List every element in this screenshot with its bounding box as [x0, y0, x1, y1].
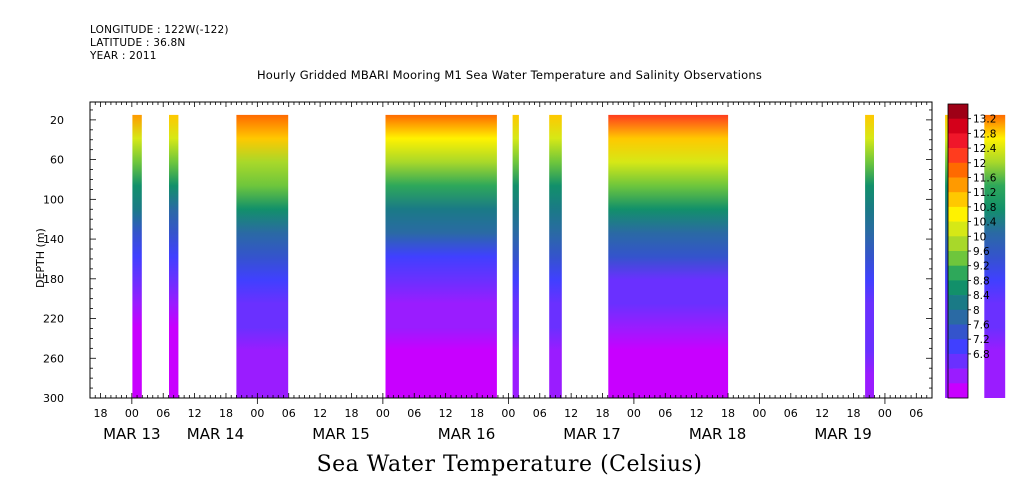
x-tick-label: 12 [564, 407, 578, 420]
colorbar-label: 12.8 [973, 128, 996, 140]
x-tick-label: 06 [784, 407, 798, 420]
colorbar-swatch [948, 148, 968, 164]
colorbar-label: 11.2 [973, 187, 996, 199]
x-day-label: MAR 18 [689, 425, 746, 443]
colorbar: 13.2 12.8 12.4 12 11.6 11.2 10.8 10.4 10 9.6 9.2 8.… [947, 103, 997, 399]
x-day-label: MAR 15 [312, 425, 369, 443]
colorbar-swatch [948, 280, 968, 296]
colorbar-swatch [948, 324, 968, 340]
x-tick-label: 12 [815, 407, 829, 420]
colorbar-label: 11.6 [973, 173, 997, 185]
colorbar-label: 7.2 [973, 334, 990, 346]
colorbar-swatch [948, 295, 968, 311]
x-tick-label: 00 [627, 407, 641, 420]
y-tick-label: 300 [43, 392, 64, 405]
y-tick-label: 60 [50, 154, 64, 167]
data-segment [608, 114, 729, 399]
y-tick-label: 180 [43, 273, 64, 286]
data-segment [132, 114, 142, 399]
x-tick-label: 06 [658, 407, 672, 420]
colorbar-swatch [948, 177, 968, 193]
data-segment [865, 114, 874, 399]
x-day-label: MAR 16 [438, 425, 495, 443]
x-day-label: MAR 17 [563, 425, 620, 443]
x-tick-label: 18 [344, 407, 358, 420]
year-label: YEAR : 2011 [90, 50, 157, 62]
colorbar-label: 9.2 [973, 261, 990, 273]
chart-title: Hourly Gridded MBARI Mooring M1 Sea Wate… [256, 68, 763, 82]
x-day-label: MAR 13 [103, 425, 160, 443]
colorbar-swatch [948, 236, 968, 252]
colorbar-label: 12 [973, 158, 986, 170]
x-tick-label: 00 [501, 407, 515, 420]
x-tick-label: 18 [93, 407, 107, 420]
colorbar-swatch [948, 221, 968, 237]
data-segment [169, 114, 179, 399]
x-tick-label: 12 [188, 407, 202, 420]
y-tick-label: 220 [43, 313, 64, 326]
colorbar-label: 12.4 [973, 143, 997, 155]
data-layer [132, 114, 1006, 399]
colorbar-label: 7.6 [973, 320, 990, 332]
colorbar-swatch [948, 309, 968, 325]
x-day-label: MAR 19 [814, 425, 871, 443]
latitude-label: LATITUDE : 36.8N [90, 37, 186, 49]
x-tick-label: 00 [250, 407, 264, 420]
y-tick-label: 260 [43, 352, 64, 365]
x-tick-label: 06 [282, 407, 296, 420]
x-tick-label: 18 [596, 407, 610, 420]
x-tick-label: 06 [156, 407, 170, 420]
colorbar-swatch [948, 206, 968, 222]
colorbar-label: 6.8 [973, 349, 990, 361]
colorbar-swatch [948, 133, 968, 149]
x-tick-label: 12 [313, 407, 327, 420]
colorbar-swatch [948, 265, 968, 281]
colorbar-swatch [948, 104, 968, 119]
longitude-label: LONGITUDE : 122W(-122) [90, 24, 229, 36]
colorbar-swatch [948, 192, 968, 208]
x-tick-label: 00 [752, 407, 766, 420]
colorbar-label: 10.4 [973, 217, 997, 229]
y-tick-label: 100 [43, 193, 64, 206]
data-segment [984, 114, 1006, 399]
x-tick-label: 18 [470, 407, 484, 420]
colorbar-label: 8.8 [973, 275, 990, 287]
data-segment [549, 114, 562, 399]
x-tick-label: 12 [690, 407, 704, 420]
x-axis-label: Sea Water Temperature (Celsius) [316, 452, 703, 477]
data-segment [385, 114, 497, 399]
x-tick-label: 00 [376, 407, 390, 420]
colorbar-swatch [948, 162, 968, 178]
colorbar-swatch [948, 251, 968, 266]
colorbar-swatch [948, 339, 968, 355]
colorbar-label: 13.2 [973, 114, 996, 126]
x-tick-label: 06 [909, 407, 923, 420]
x-tick-label: 00 [878, 407, 892, 420]
data-segment [512, 114, 519, 399]
y-tick-label: 20 [50, 114, 64, 127]
x-tick-label: 12 [439, 407, 453, 420]
x-tick-label: 18 [219, 407, 233, 420]
colorbar-swatch [948, 118, 968, 134]
colorbar-label: 8 [973, 305, 980, 317]
x-tick-label: 06 [533, 407, 547, 420]
x-tick-label: 18 [721, 407, 735, 420]
plot-frame [89, 101, 933, 399]
colorbar-swatch [948, 383, 968, 399]
x-tick-label: 06 [407, 407, 421, 420]
axes-layer: 18 00 06 12 18 00 06 12 18 00 06 12 18 00 06 12 18 00 06 12… [43, 102, 933, 443]
x-tick-label: 18 [847, 407, 861, 420]
data-segment [236, 114, 289, 399]
y-tick-label: 140 [43, 233, 64, 246]
colorbar-label: 10.8 [973, 202, 996, 214]
colorbar-swatch [948, 353, 968, 369]
x-tick-label: 00 [125, 407, 139, 420]
colorbar-label: 8.4 [973, 290, 990, 302]
colorbar-label: 10 [973, 231, 986, 243]
colorbar-swatch [948, 368, 968, 384]
colorbar-label: 9.6 [973, 246, 990, 258]
x-day-label: MAR 14 [187, 425, 244, 443]
